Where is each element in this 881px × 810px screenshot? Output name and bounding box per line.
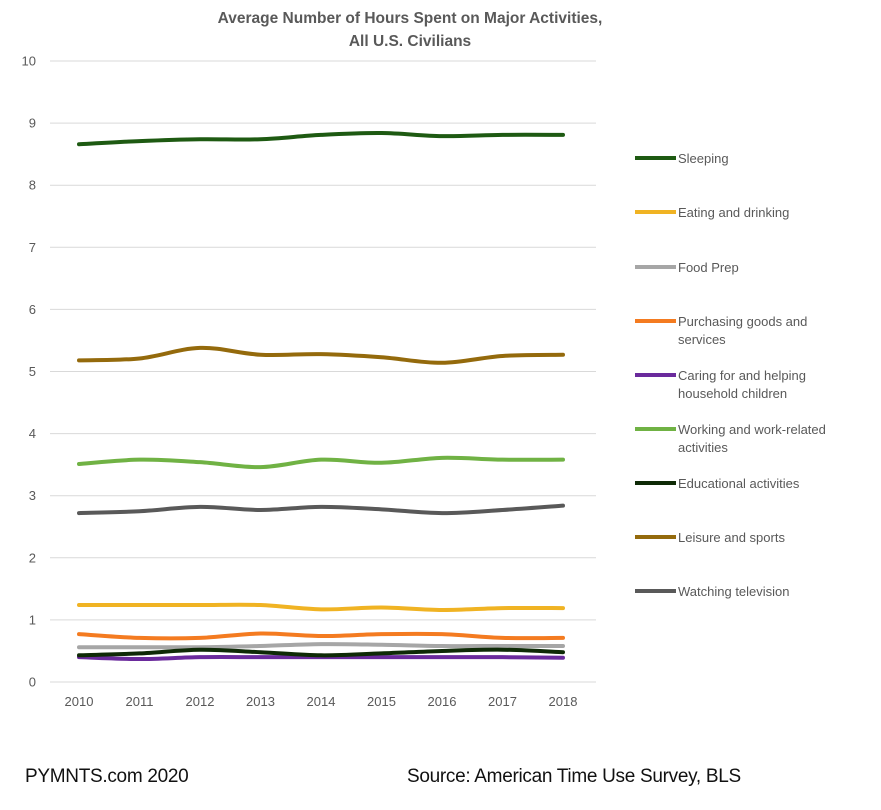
legend-label: Caring for and helping <box>678 368 806 383</box>
series-line <box>77 345 565 365</box>
x-tick-label: 2014 <box>307 694 336 709</box>
line-chart: Average Number of Hours Spent on Major A… <box>22 10 826 709</box>
y-tick-label: 3 <box>29 488 36 503</box>
series-food-prep <box>77 642 565 650</box>
legend-label: Food Prep <box>678 260 739 275</box>
series-sleeping <box>77 131 565 147</box>
legend-label: Sleeping <box>678 151 729 166</box>
legend-item: Food Prep <box>635 260 739 275</box>
x-tick-label: 2010 <box>65 694 94 709</box>
chart-title-line-1: Average Number of Hours Spent on Major A… <box>218 10 603 27</box>
series-line <box>77 602 565 612</box>
legend-item: Watching television <box>635 584 790 599</box>
legend-label: household children <box>678 386 787 401</box>
series-line <box>77 655 565 662</box>
legend-label: Watching television <box>678 584 790 599</box>
series-educational-activities <box>77 647 565 658</box>
x-tick-label: 2018 <box>549 694 578 709</box>
series-line <box>77 503 565 516</box>
legend-label: Purchasing goods and <box>678 314 807 329</box>
y-tick-label: 6 <box>29 302 36 317</box>
legend-label: Educational activities <box>678 476 800 491</box>
series-leisure-and-sports <box>77 345 565 365</box>
legend-item: Purchasing goods and services <box>635 314 807 347</box>
series-caring-for-and-helping-household-children <box>77 655 565 662</box>
legend-item: Sleeping <box>635 151 729 166</box>
x-tick-label: 2013 <box>246 694 275 709</box>
legend-item: Educational activities <box>635 476 800 491</box>
y-tick-label: 9 <box>29 116 36 131</box>
chart-title-line-2: All U.S. Civilians <box>349 33 471 50</box>
x-tick-label: 2017 <box>488 694 517 709</box>
y-tick-label: 5 <box>29 364 36 379</box>
series-line <box>77 647 565 658</box>
series-purchasing-goods-and-services <box>77 631 565 641</box>
footer-source: Source: American Time Use Survey, BLS <box>407 766 741 787</box>
legend-label: activities <box>678 440 728 455</box>
x-tick-label: 2011 <box>126 694 154 709</box>
series-line <box>77 642 565 650</box>
series-eating-and-drinking <box>77 602 565 612</box>
y-tick-label: 7 <box>29 240 36 255</box>
series-line <box>77 131 565 147</box>
legend-item: Working and work-related activities <box>635 422 826 455</box>
y-axis-ticks: 0 1 2 3 4 5 6 7 8 9 10 <box>22 54 36 690</box>
series-working-and-work-related-activities <box>77 455 565 470</box>
y-tick-label: 0 <box>29 675 36 690</box>
series-line <box>77 455 565 470</box>
footer-brand: PYMNTS.com 2020 <box>25 766 189 787</box>
series-watching-television <box>77 503 565 516</box>
legend-item: Eating and drinking <box>635 205 789 220</box>
x-axis-ticks: 2010 2011 2012 2013 2014 2015 2016 2017 2018 <box>65 694 578 709</box>
legend-item: Leisure and sports <box>635 530 785 545</box>
legend-label: Leisure and sports <box>678 530 785 545</box>
y-tick-label: 2 <box>29 550 36 565</box>
x-tick-label: 2016 <box>428 694 457 709</box>
y-tick-label: 1 <box>29 612 36 627</box>
legend: Sleeping Eating and drinking Food Prep Purc… <box>635 151 826 599</box>
legend-label: Working and work-related <box>678 422 826 437</box>
series-lines <box>77 131 565 662</box>
gridlines <box>50 60 596 683</box>
series-line <box>77 631 565 641</box>
legend-label: Eating and drinking <box>678 205 789 220</box>
x-tick-label: 2012 <box>186 694 215 709</box>
chart-title: Average Number of Hours Spent on Major A… <box>218 10 603 50</box>
x-tick-label: 2015 <box>367 694 396 709</box>
legend-label: services <box>678 332 726 347</box>
legend-item: Caring for and helping household children <box>635 368 806 401</box>
y-tick-label: 10 <box>22 54 36 69</box>
y-tick-label: 4 <box>29 426 36 441</box>
y-tick-label: 8 <box>29 178 36 193</box>
